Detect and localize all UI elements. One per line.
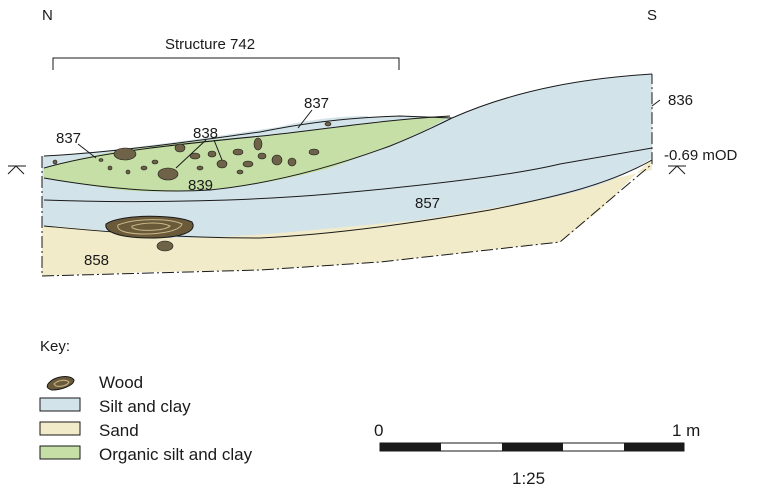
context-858: 858	[84, 252, 109, 269]
south-label: S	[647, 7, 657, 24]
scale-ratio: 1:25	[512, 469, 545, 488]
datum-label: -0.69 mOD	[664, 147, 738, 164]
key-label-silt: Silt and clay	[99, 397, 191, 416]
scale-start: 0	[374, 421, 383, 440]
surface-line	[43, 73, 653, 157]
key-swatch-organic	[39, 445, 81, 460]
scale-end: 1 m	[672, 421, 700, 440]
structure-bracket	[52, 57, 400, 70]
boundary-839-base	[43, 117, 453, 192]
context-836: 836	[668, 92, 693, 109]
leader-836	[651, 99, 661, 107]
context-839: 839	[188, 177, 213, 194]
datum-marker-left	[7, 165, 26, 175]
structure-label: Structure 742	[165, 36, 255, 53]
leader-837-left	[77, 143, 97, 159]
boundary-839-top	[43, 115, 451, 169]
context-837-top: 837	[304, 95, 329, 112]
layer-839-organic	[44, 116, 450, 192]
key-swatch-sand	[39, 421, 81, 436]
key-label-organic: Organic silt and clay	[99, 445, 253, 464]
datum-marker-right	[668, 165, 686, 175]
context-837-left: 837	[56, 130, 81, 147]
key-swatch-silt	[39, 397, 81, 412]
key-label-sand: Sand	[99, 421, 139, 440]
key-label-wood: Wood	[99, 373, 143, 392]
leader-838-b	[213, 139, 223, 161]
key-swatch-wood	[46, 376, 75, 391]
stones	[52, 121, 332, 252]
leader-838-a	[175, 139, 207, 169]
context-857: 857	[415, 195, 440, 212]
key-title: Key:	[40, 338, 70, 355]
wood-object	[105, 215, 194, 239]
scale-bar	[379, 442, 685, 452]
boundary-857-top	[43, 147, 653, 203]
leader-837-top	[297, 109, 313, 129]
section-outline	[41, 74, 653, 277]
context-838: 838	[193, 125, 218, 142]
north-label: N	[42, 7, 53, 24]
